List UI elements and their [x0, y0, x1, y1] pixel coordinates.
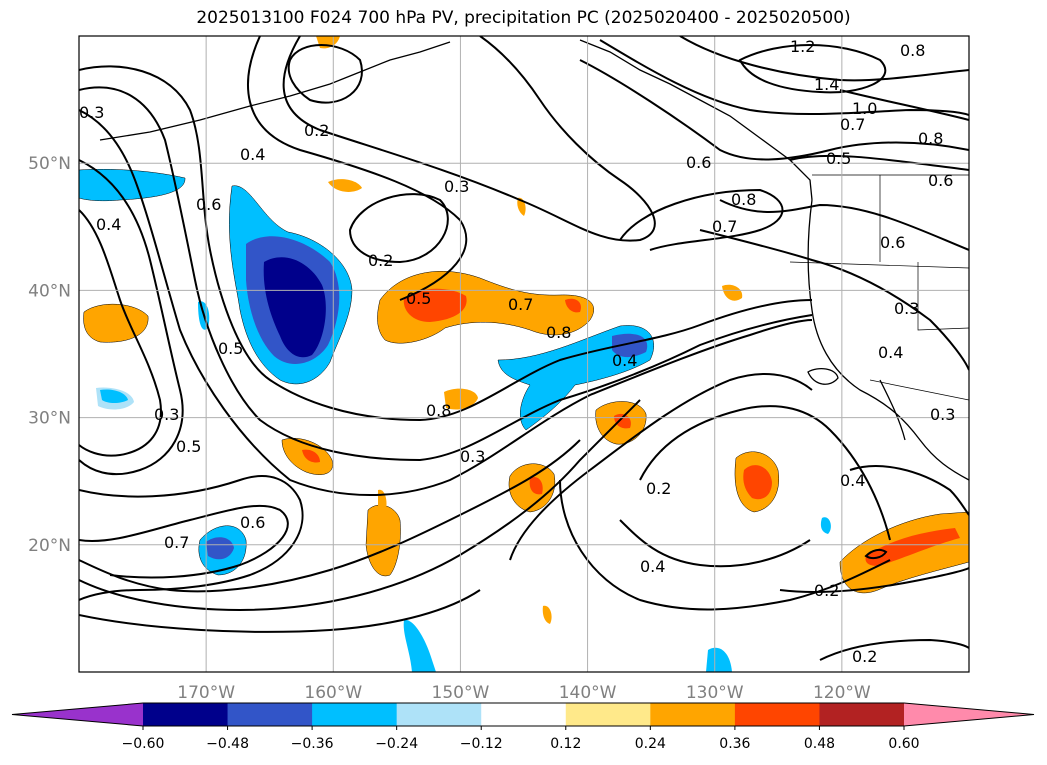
- contour-label: 0.6: [928, 171, 953, 190]
- colorbar-tick-labels: −0.60 −0.48 −0.36 −0.24 −0.12 0.12 0.24 0.36 0.4…: [122, 736, 920, 752]
- contour-label: 0.6: [196, 195, 221, 214]
- contour-label: 0.3: [79, 103, 104, 122]
- precip-shading: [79, 36, 969, 672]
- colorbar-segment: [312, 703, 398, 726]
- lon-tick-label: 160°W: [304, 683, 362, 703]
- lon-tick-label: 130°W: [686, 683, 744, 703]
- colorbar-tick-label: 0.48: [804, 736, 835, 752]
- contour-label: 0.8: [546, 323, 571, 342]
- lat-tick-label: 30°N: [28, 409, 71, 429]
- contour-label: 0.3: [460, 447, 485, 466]
- colorbar-segment: [734, 703, 820, 726]
- colorbar-tick-label: 0.60: [888, 736, 919, 752]
- colorbar-tick-label: −0.48: [206, 736, 249, 752]
- colorbar-tick-label: −0.24: [375, 736, 418, 752]
- contour-label: 0.4: [878, 343, 903, 362]
- contour-label: 0.3: [444, 177, 469, 196]
- contour-label: 0.3: [930, 405, 955, 424]
- contour-label: 1.0: [852, 99, 877, 118]
- lat-tick-label: 50°N: [28, 154, 71, 174]
- plot-frame: [78, 35, 970, 673]
- contour-label: 0.5: [218, 339, 243, 358]
- contour-label: 0.8: [918, 129, 943, 148]
- contour-label: 0.8: [731, 190, 756, 209]
- colorbar-segment: [481, 703, 567, 726]
- contour-label: 0.4: [240, 145, 265, 164]
- contour-label: 0.7: [712, 217, 737, 236]
- lon-tick-label: 140°W: [559, 683, 617, 703]
- contour-label: 0.4: [840, 471, 865, 490]
- contour-label: 0.6: [240, 513, 265, 532]
- contour-label: 1.2: [790, 37, 815, 56]
- contour-label: 0.5: [406, 289, 431, 308]
- contour-label: 0.6: [686, 153, 711, 172]
- longitude-labels: 170°W 160°W 150°W 140°W 130°W 120°W: [177, 683, 871, 703]
- map-plot-area: 1.2 1.4 1.0 0.8 0.7 0.5 0.6 0.8 0.7 0.6 …: [79, 36, 969, 672]
- latitude-labels: 50°N 40°N 30°N 20°N: [28, 154, 71, 556]
- grid-latitude: [79, 162, 969, 546]
- grid-longitude: [205, 36, 843, 672]
- contour-label: 0.6: [880, 233, 905, 252]
- contour-label: 0.5: [176, 437, 201, 456]
- contour-label: 0.8: [426, 401, 451, 420]
- coastlines: [99, 39, 969, 481]
- contour-label: 0.2: [368, 251, 393, 270]
- colorbar: [11, 702, 1035, 730]
- lon-tick-label: 150°W: [432, 683, 490, 703]
- colorbar-segment: [819, 703, 905, 726]
- contour-label: 0.2: [646, 479, 671, 498]
- colorbar-tick-label: 0.24: [635, 736, 666, 752]
- colorbar-extend-high: [904, 703, 1034, 726]
- contour-label: 0.5: [826, 149, 851, 168]
- contour-label: 0.3: [154, 405, 179, 424]
- contour-label: 0.7: [840, 115, 865, 134]
- lat-tick-label: 40°N: [28, 281, 71, 301]
- contour-label: 0.2: [304, 121, 329, 140]
- contour-label: 0.4: [612, 351, 637, 370]
- colorbar-tick-label: −0.12: [460, 736, 503, 752]
- contour-label: 0.8: [900, 41, 925, 60]
- colorbar-segment: [143, 703, 229, 726]
- contour-label: 0.2: [814, 581, 839, 600]
- colorbar-segment: [565, 703, 651, 726]
- colorbar-segment: [396, 703, 482, 726]
- contour-label: 0.3: [894, 299, 919, 318]
- colorbar-extend-low: [12, 703, 143, 726]
- colorbar-tick-label: 0.12: [550, 736, 581, 752]
- contour-label: 0.2: [852, 647, 877, 666]
- pv-contours: [79, 36, 969, 661]
- contour-label: 1.4: [814, 75, 839, 94]
- colorbar-tick-label: −0.60: [122, 736, 165, 752]
- contour-label: 0.4: [640, 557, 665, 576]
- colorbar-segment: [227, 703, 313, 726]
- contour-label: 0.4: [96, 215, 121, 234]
- chart-title: 2025013100 F024 700 hPa PV, precipitatio…: [196, 8, 851, 28]
- colorbar-segment: [650, 703, 736, 726]
- lon-tick-label: 120°W: [813, 683, 871, 703]
- contour-labels: 1.2 1.4 1.0 0.8 0.7 0.5 0.6 0.8 0.7 0.6 …: [79, 37, 955, 666]
- contour-label: 0.7: [508, 295, 533, 314]
- lat-tick-label: 20°N: [28, 536, 71, 556]
- contour-label: 0.7: [164, 533, 189, 552]
- colorbar-tick-label: 0.36: [719, 736, 750, 752]
- colorbar-tick-label: −0.36: [291, 736, 334, 752]
- lon-tick-label: 170°W: [177, 683, 235, 703]
